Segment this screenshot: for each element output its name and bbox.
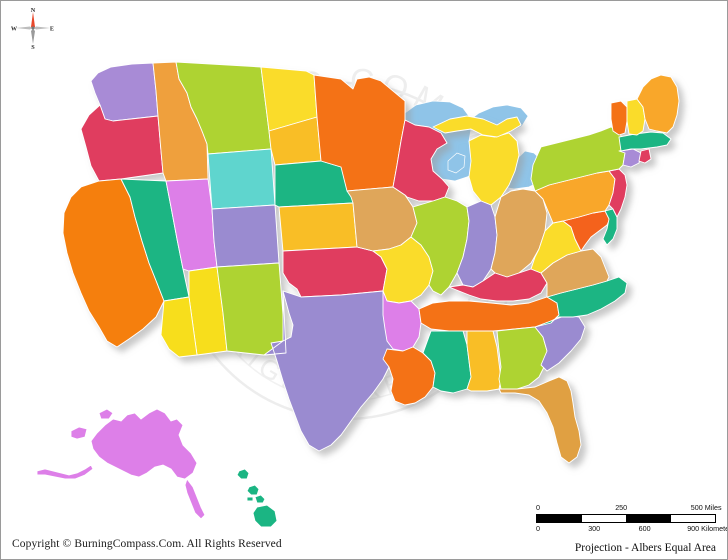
scale-km-tick-900: 900 Kilometers [687,524,727,533]
state-hawaii-oahu [246,484,260,496]
scale-seg-4 [670,515,715,522]
state-hawaii-kauai[interactable] [236,468,250,480]
scale-miles-tick-250: 250 [615,503,628,512]
state-new-mexico[interactable] [216,262,287,356]
state-kansas[interactable] [278,202,358,252]
alaska-aleutian-islands [36,464,94,480]
scale-seg-2 [581,515,626,522]
state-texas[interactable] [263,290,406,452]
scale-km-tick-300: 300 [588,524,601,533]
state-georgia[interactable] [496,326,548,390]
contiguous-states-group [62,61,680,464]
state-new-york[interactable] [530,126,626,192]
state-oklahoma[interactable] [282,246,388,298]
state-michigan-upper-peninsula[interactable] [432,115,522,138]
state-vermont[interactable] [610,100,628,136]
state-colorado[interactable] [211,204,280,268]
state-kentucky[interactable] [448,268,548,302]
state-wyoming[interactable] [207,148,276,210]
copyright-notice: Copyright © BurningCompass.Com. All Righ… [12,538,282,550]
alaska-islands-ne [70,426,88,440]
scale-seg-3 [626,515,671,522]
state-missouri[interactable] [356,236,434,304]
state-maine[interactable] [636,74,680,134]
scale-miles-labels: 0 250 500 Miles [536,503,722,514]
scale-seg-1 [537,515,582,522]
state-louisiana[interactable] [382,346,436,406]
state-arizona-south [160,296,198,358]
state-hawaii-maui [254,494,266,504]
state-wisconsin[interactable] [392,119,450,202]
compass-east-label: E [50,25,54,32]
state-arkansas[interactable] [382,290,422,352]
alaska-panhandle [184,478,206,520]
state-connecticut[interactable] [618,148,642,168]
compass-west-label: W [11,25,18,32]
compass-north-label: N [31,7,36,14]
compass-south-label: S [31,44,35,49]
projection-label: Projection - Albers Equal Area [574,542,716,554]
state-alaska[interactable] [90,408,198,480]
state-florida[interactable] [498,376,582,464]
alaska-islands-nw [98,408,114,420]
state-hawaii-molokai [246,496,254,502]
state-new-jersey[interactable] [608,168,628,218]
scale-miles-tick-500: 500 Miles [690,503,722,512]
state-massachusetts[interactable] [618,131,672,152]
scale-bar-graphic [536,514,716,523]
scale-km-tick-600: 600 [638,524,651,533]
scale-km-labels: 0 300 600 900 Kilometers [536,524,727,535]
alaska-group [36,408,206,520]
state-rhode-island[interactable] [638,148,652,164]
scale-km-tick-0: 0 [536,524,540,533]
scale-bar: 0 250 500 Miles 0 300 600 900 Kilometers [536,503,727,535]
state-hawaii-bigisland [252,504,278,528]
compass-rose: N S W E [11,7,54,49]
state-alabama[interactable] [466,330,502,392]
hawaii-group [236,468,278,528]
scale-miles-tick-0: 0 [536,503,540,512]
